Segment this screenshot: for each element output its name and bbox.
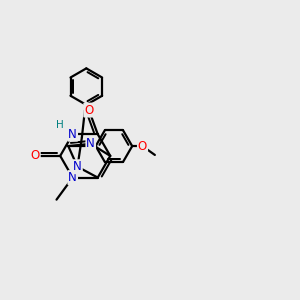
Text: N: N <box>68 128 77 141</box>
Text: O: O <box>31 149 40 162</box>
Text: O: O <box>138 140 147 153</box>
Text: N: N <box>86 137 95 150</box>
Text: O: O <box>84 103 94 117</box>
Text: N: N <box>73 160 82 173</box>
Text: H: H <box>56 120 64 130</box>
Text: N: N <box>68 171 77 184</box>
